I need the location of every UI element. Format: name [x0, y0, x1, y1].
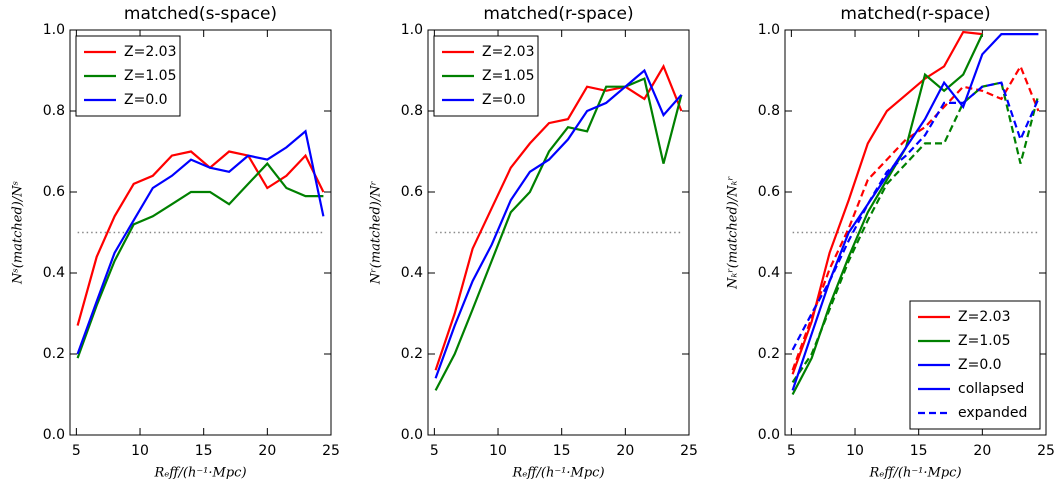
y-tick-label: 0.2: [758, 346, 780, 362]
x-tick-label: 5: [72, 443, 81, 459]
x-tick-label: 15: [553, 443, 571, 459]
data-line: [791, 81, 1040, 384]
x-tick-label: 15: [195, 443, 213, 459]
x-tick-label: 20: [258, 443, 276, 459]
x-tick-label: 25: [680, 443, 698, 459]
y-axis-label: Nˢ(matched)/Nˢ: [11, 181, 26, 285]
x-axis-label: Rₑff/(h⁻¹·Mpc): [868, 466, 961, 481]
data-line: [434, 68, 683, 379]
data-line: [76, 161, 324, 359]
y-axis-label: Nₖʳ(matched)/Nₖʳ: [726, 176, 741, 290]
legend-label: Z=1.05: [482, 68, 535, 84]
legend-label: Z=0.0: [124, 92, 168, 108]
legend-label: expanded: [958, 405, 1027, 421]
x-tick-label: 5: [787, 443, 796, 459]
panel-title: matched(r-space): [840, 4, 990, 24]
data-line: [76, 129, 325, 355]
y-tick-label: 1.0: [758, 22, 780, 38]
legend-label: Z=0.0: [482, 92, 526, 108]
y-tick-label: 0.8: [43, 103, 65, 119]
y-tick-label: 0.4: [43, 265, 65, 281]
y-tick-label: 0.6: [758, 184, 780, 200]
x-tick-label: 25: [322, 443, 340, 459]
y-tick-label: 0.8: [401, 103, 423, 119]
y-tick-label: 1.0: [401, 22, 423, 38]
y-tick-label: 0.8: [758, 103, 780, 119]
x-tick-label: 15: [910, 443, 928, 459]
legend-label: Z=2.03: [124, 44, 177, 60]
y-tick-label: 0.0: [43, 427, 65, 443]
data-line: [791, 81, 1040, 351]
data-line: [434, 77, 683, 391]
y-tick-label: 0.4: [758, 265, 780, 281]
plot-frame: [784, 29, 1047, 436]
x-tick-label: 10: [846, 443, 864, 459]
x-tick-label: 20: [616, 443, 634, 459]
panel-title: matched(s-space): [124, 4, 277, 24]
panel-title: matched(r-space): [483, 4, 633, 24]
plot-frame: [427, 29, 690, 436]
x-tick-label: 5: [430, 443, 439, 459]
y-axis-label: Nʳ(matched)/Nʳ: [369, 180, 384, 285]
y-tick-label: 0.6: [401, 184, 423, 200]
y-tick-label: 0.2: [43, 346, 65, 362]
data-line: [791, 33, 1039, 391]
x-tick-label: 10: [489, 443, 507, 459]
x-tick-label: 10: [131, 443, 149, 459]
data-line: [434, 63, 683, 371]
x-axis-label: Rₑff/(h⁻¹·Mpc): [153, 466, 246, 481]
x-tick-label: 20: [973, 443, 991, 459]
data-line: [76, 150, 325, 326]
legend-label: Z=1.05: [124, 68, 177, 84]
y-tick-label: 0.4: [401, 265, 423, 281]
y-tick-label: 1.0: [43, 22, 65, 38]
legend-label: Z=1.05: [958, 333, 1011, 349]
y-tick-label: 0.0: [758, 427, 780, 443]
data-line: [791, 30, 983, 375]
plot-frame: [69, 29, 332, 436]
legend-label: Z=0.0: [958, 357, 1002, 373]
x-tick-label: 25: [1037, 443, 1055, 459]
data-line: [791, 63, 1040, 371]
y-tick-label: 0.2: [401, 346, 423, 362]
x-axis-label: Rₑff/(h⁻¹·Mpc): [511, 466, 604, 481]
legend-label: collapsed: [958, 381, 1024, 397]
legend-label: Z=2.03: [482, 44, 535, 60]
y-tick-label: 0.0: [401, 427, 423, 443]
y-tick-label: 0.6: [43, 184, 65, 200]
legend-label: Z=2.03: [958, 309, 1011, 325]
